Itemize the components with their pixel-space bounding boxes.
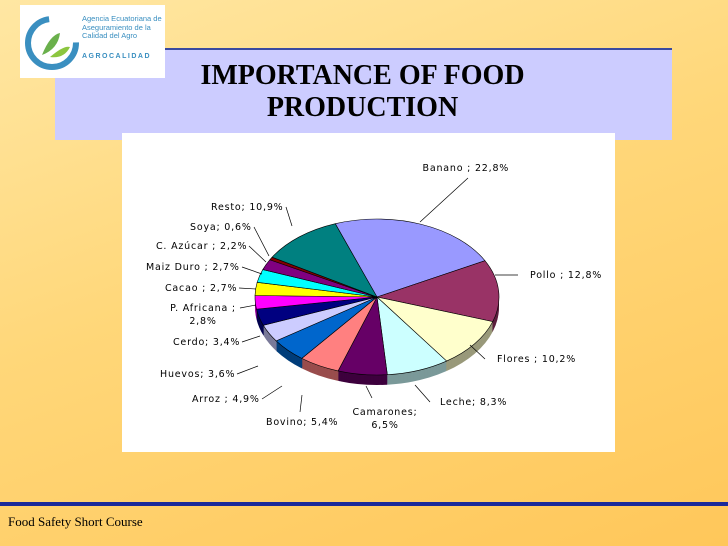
- footer: Food Safety Short Course: [8, 514, 143, 529]
- data-label: Pollo ; 12,8%: [530, 270, 603, 281]
- pie-slice: [375, 260, 500, 322]
- leader-line: [285, 206, 293, 227]
- logo-icon: [25, 16, 79, 70]
- data-label: Maiz Duro ; 2,7%: [146, 262, 240, 273]
- logo: Agencia Ecuatoriana de Aseguramiento de …: [20, 5, 165, 78]
- data-label: Banano ; 22,8%: [422, 163, 510, 174]
- leader-line: [419, 177, 469, 223]
- leader-line: [299, 394, 303, 413]
- leader-line: [253, 226, 270, 257]
- pie-slice: [334, 218, 486, 298]
- leader-line: [365, 385, 373, 399]
- data-label: Leche; 8,3%: [440, 397, 508, 408]
- data-label: Camarones; 6,5%: [352, 407, 418, 431]
- data-label: Flores ; 10,2%: [497, 354, 577, 365]
- leader-line: [414, 384, 431, 403]
- data-label: C. Azúcar ; 2,2%: [156, 241, 248, 252]
- leader-line: [236, 365, 259, 375]
- data-label: P. Africana ; 2,8%: [170, 303, 236, 327]
- leader-line: [261, 385, 283, 400]
- footer-line: [0, 502, 728, 506]
- data-label: Arroz ; 4,9%: [192, 394, 260, 405]
- leader-line: [239, 304, 257, 309]
- leader-line: [238, 287, 257, 290]
- pie-slice: [271, 223, 378, 298]
- leader-line: [241, 335, 261, 343]
- data-label: Huevos; 3,6%: [160, 369, 236, 380]
- data-label: Soya; 0,6%: [190, 222, 252, 233]
- data-label: Cerdo; 3,4%: [173, 337, 241, 348]
- leader-line: [248, 245, 267, 263]
- leader-line: [469, 344, 486, 360]
- data-label: Bovino; 5,4%: [266, 417, 339, 428]
- logo-agency: Agencia Ecuatoriana de Aseguramiento de …: [82, 14, 162, 40]
- leader-line: [241, 266, 263, 275]
- slide-title: IMPORTANCE OF FOOD PRODUCTION: [200, 60, 525, 123]
- data-label: Cacao ; 2,7%: [165, 283, 238, 294]
- logo-brand: AGROCALIDAD: [82, 53, 151, 60]
- data-label: Resto; 10,9%: [211, 202, 284, 213]
- pie-slice: [375, 296, 494, 362]
